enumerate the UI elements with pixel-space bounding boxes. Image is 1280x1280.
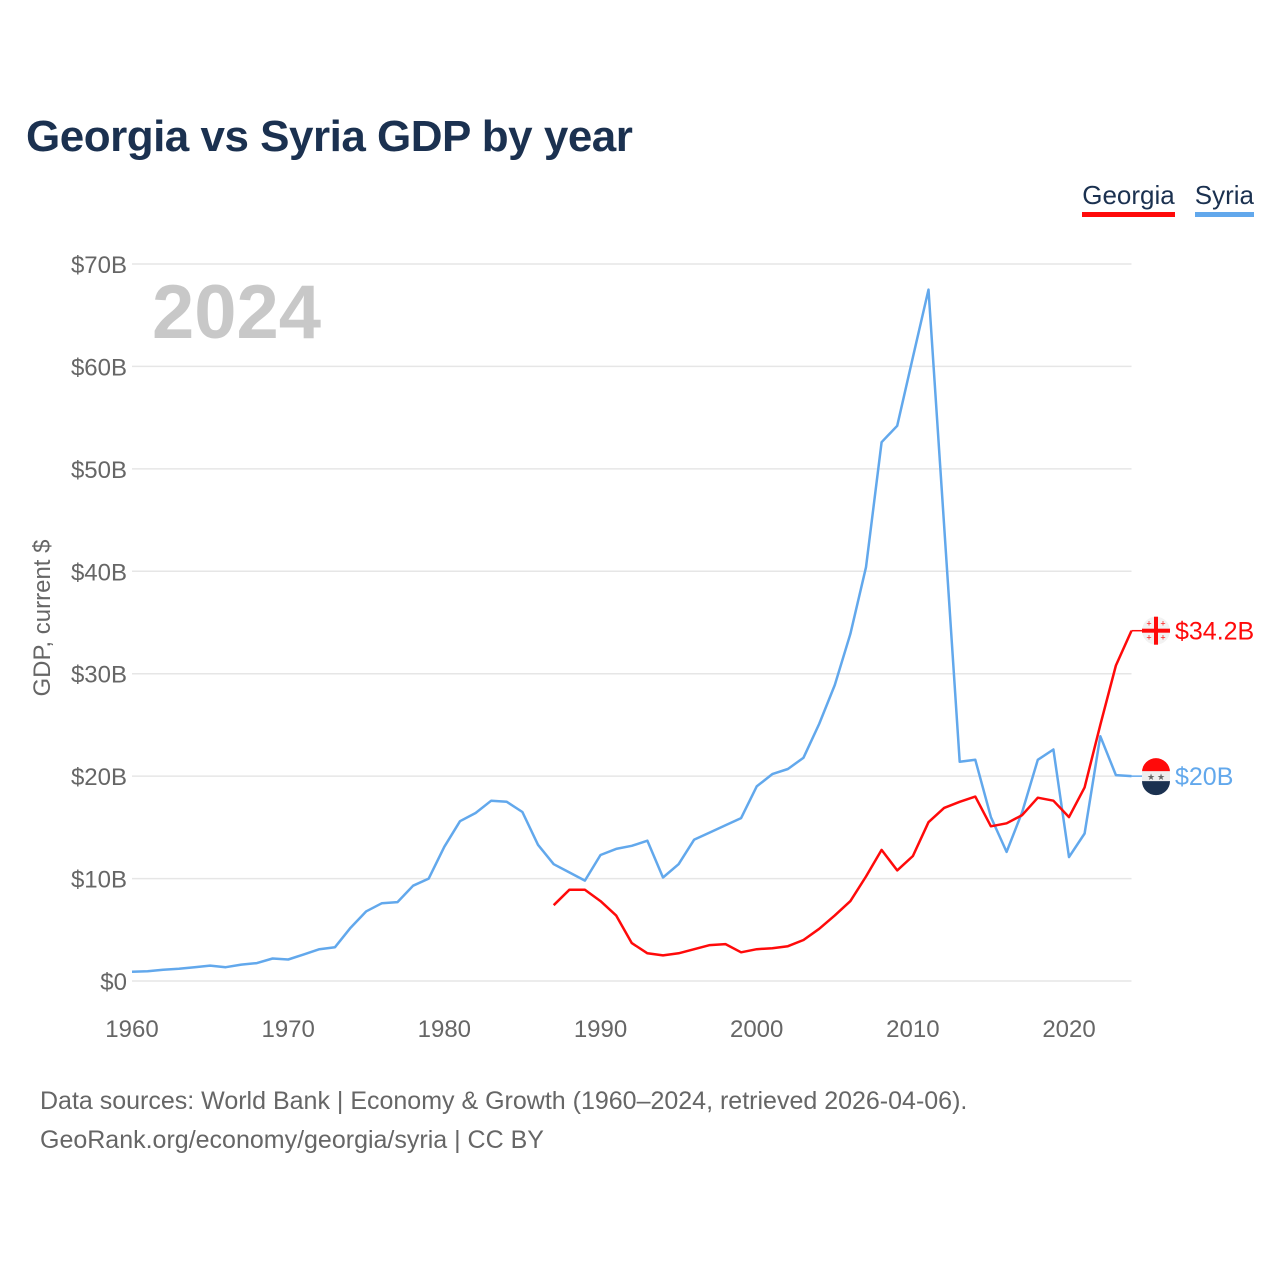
chart-title: Georgia vs Syria GDP by year: [26, 112, 633, 161]
legend: Georgia Syria: [1082, 180, 1254, 217]
x-tick-label: 2020: [1042, 1016, 1095, 1043]
series-line-georgia: [552, 630, 1133, 957]
x-tick-label: 1980: [418, 1016, 471, 1043]
y-tick-label: $40B: [71, 559, 127, 586]
y-tick-label: $60B: [71, 354, 127, 381]
flag-small-cross: +: [1146, 619, 1151, 629]
y-tick-label: $70B: [71, 252, 127, 279]
flag-star: ★: [1147, 772, 1155, 782]
legend-syria[interactable]: Syria: [1194, 180, 1254, 217]
y-tick-label: $50B: [71, 457, 127, 484]
end-value-label-syria: $20B: [1175, 763, 1233, 791]
end-value-label-georgia: $34.2B: [1175, 618, 1254, 646]
x-tick-label: 1990: [574, 1016, 627, 1043]
x-tick-label: 1960: [105, 1016, 158, 1043]
flag-small-cross: +: [1160, 619, 1165, 629]
x-tick-label: 2010: [886, 1016, 939, 1043]
y-tick-label: $30B: [71, 662, 127, 689]
y-tick-label: $0: [100, 969, 127, 996]
legend-georgia[interactable]: Georgia: [1082, 180, 1175, 217]
flag-cross-v: [1154, 616, 1158, 645]
x-tick-label: 2000: [730, 1016, 783, 1043]
series-line-syria: [131, 288, 1132, 974]
flag-white-band: [1142, 771, 1170, 782]
flag-dark-band: [1142, 781, 1170, 796]
y-tick-label: $10B: [71, 867, 127, 894]
flag-small-cross: +: [1160, 633, 1165, 643]
syria-flag-icon: [1142, 758, 1170, 773]
flag-small-cross: +: [1146, 633, 1151, 643]
source-text: Data sources: World Bank | Economy & Gro…: [40, 1087, 968, 1115]
year-label: 2024: [152, 270, 321, 355]
footer: Data sources: World Bank | Economy & Gro…: [40, 1082, 967, 1160]
flag-star: ★: [1157, 772, 1165, 782]
y-axis-label: GDP, current $: [29, 540, 56, 697]
y-tick-label: $20B: [71, 764, 127, 791]
attribution-link[interactable]: GeoRank.org/economy/georgia/syria | CC B…: [40, 1126, 544, 1154]
x-tick-label: 1970: [261, 1016, 314, 1043]
